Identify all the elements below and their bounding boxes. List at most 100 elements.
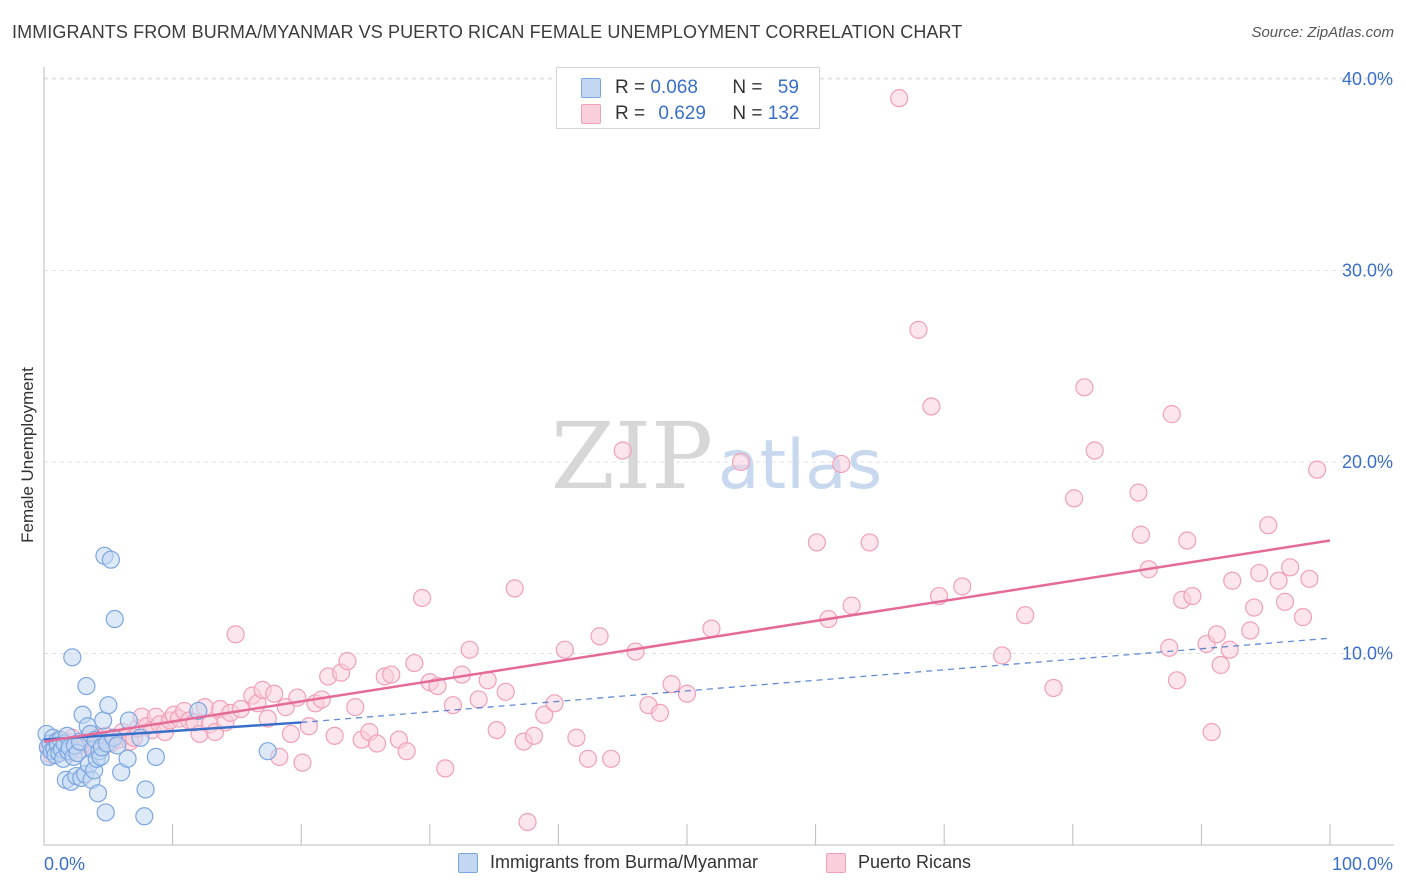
point-burma bbox=[118, 749, 137, 768]
point-puerto-rican bbox=[1075, 378, 1094, 397]
legend-r-value: 0.068 bbox=[650, 77, 698, 98]
point-puerto-rican bbox=[1211, 655, 1230, 675]
point-puerto-rican bbox=[299, 717, 319, 736]
legend-item-burma: Immigrants from Burma/Myanmar bbox=[458, 852, 758, 873]
legend-swatch-puerto-rican bbox=[826, 852, 846, 873]
point-burma bbox=[94, 711, 113, 730]
legend-r-label: R = bbox=[615, 77, 646, 98]
legend-row-burma: R = 0.068 N = 59 bbox=[581, 75, 799, 101]
legend-swatch-puerto-rican bbox=[581, 104, 601, 124]
point-puerto-rican bbox=[832, 454, 851, 474]
point-puerto-rican bbox=[1131, 525, 1151, 544]
legend-swatch-burma bbox=[458, 852, 478, 873]
point-puerto-rican bbox=[346, 698, 365, 717]
point-puerto-rican bbox=[567, 728, 586, 747]
point-puerto-rican bbox=[487, 720, 506, 740]
point-burma bbox=[96, 803, 115, 822]
point-puerto-rican bbox=[602, 749, 621, 768]
legend-r-value: 0.629 bbox=[658, 103, 706, 124]
point-burma bbox=[136, 780, 155, 799]
point-burma bbox=[101, 550, 120, 569]
point-puerto-rican bbox=[1250, 563, 1269, 583]
point-puerto-rican bbox=[1300, 569, 1319, 588]
point-puerto-rican bbox=[909, 320, 928, 339]
point-puerto-rican bbox=[535, 705, 554, 724]
series-burma-myanmar bbox=[37, 546, 277, 826]
point-puerto-rican bbox=[505, 579, 524, 598]
chart-title: IMMIGRANTS FROM BURMA/MYANMAR VS PUERTO … bbox=[12, 22, 963, 42]
tick-labels: 10.0% 20.0% 30.0% 40.0% 0.0% 100.0% bbox=[44, 69, 1393, 874]
point-puerto-rican bbox=[436, 759, 455, 778]
point-puerto-rican bbox=[1178, 531, 1197, 550]
trend-line-puerto-rican bbox=[43, 539, 1331, 743]
watermark-zip: ZIP bbox=[551, 403, 713, 510]
point-puerto-rican bbox=[1269, 571, 1288, 590]
point-puerto-rican bbox=[953, 577, 972, 596]
point-puerto-rican bbox=[1044, 678, 1063, 698]
trend-line-burma bbox=[43, 721, 302, 741]
legend-n-label: N = bbox=[732, 77, 763, 98]
point-puerto-rican bbox=[702, 619, 721, 638]
point-puerto-rican bbox=[1293, 608, 1313, 627]
gridlines bbox=[44, 77, 1394, 654]
legend-n-value: 59 bbox=[777, 77, 799, 98]
point-puerto-rican bbox=[1281, 558, 1300, 577]
point-puerto-rican bbox=[496, 682, 515, 701]
point-puerto-rican bbox=[890, 89, 909, 108]
point-puerto-rican bbox=[613, 441, 632, 460]
point-burma bbox=[63, 648, 82, 667]
point-puerto-rican bbox=[397, 742, 416, 761]
y-tick-label: 20.0% bbox=[1342, 452, 1393, 472]
point-puerto-rican bbox=[1016, 606, 1035, 625]
point-puerto-rican bbox=[922, 397, 941, 416]
y-tick-label: 30.0% bbox=[1342, 261, 1393, 281]
point-puerto-rican bbox=[992, 646, 1012, 665]
point-puerto-rican bbox=[1183, 586, 1202, 606]
y-tick-label: 10.0% bbox=[1342, 644, 1393, 664]
point-puerto-rican bbox=[1207, 625, 1226, 644]
point-puerto-rican bbox=[367, 734, 387, 753]
point-puerto-rican bbox=[1275, 592, 1295, 611]
point-puerto-rican bbox=[226, 625, 245, 644]
point-puerto-rican bbox=[590, 627, 609, 646]
point-puerto-rican bbox=[1220, 640, 1239, 659]
point-puerto-rican bbox=[1245, 598, 1264, 617]
point-burma bbox=[99, 696, 118, 715]
point-puerto-rican bbox=[518, 812, 537, 832]
y-tick-label: 40.0% bbox=[1342, 69, 1393, 89]
legend-swatch-burma bbox=[581, 78, 601, 98]
point-puerto-rican bbox=[258, 709, 277, 728]
point-puerto-rican bbox=[807, 533, 826, 552]
point-puerto-rican bbox=[1202, 722, 1221, 742]
point-puerto-rican bbox=[842, 596, 861, 615]
point-puerto-rican bbox=[1162, 405, 1181, 424]
axes bbox=[43, 67, 1394, 846]
point-puerto-rican bbox=[1223, 571, 1242, 590]
legend-row-puerto-rican: R = 0.629 N = 132 bbox=[581, 101, 799, 127]
trend-line-burma-dashed bbox=[301, 637, 1331, 724]
point-puerto-rican bbox=[265, 684, 284, 703]
point-puerto-rican bbox=[443, 696, 463, 715]
point-burma bbox=[258, 742, 277, 761]
legend-item-puerto-rican: Puerto Ricans bbox=[826, 852, 971, 873]
point-puerto-rican bbox=[860, 533, 879, 552]
legend-n-label: N = bbox=[732, 103, 763, 124]
point-puerto-rican bbox=[1129, 483, 1148, 502]
point-puerto-rican bbox=[1167, 671, 1187, 690]
point-puerto-rican bbox=[1160, 638, 1179, 657]
point-burma bbox=[146, 747, 165, 767]
legend-label-burma: Immigrants from Burma/Myanmar bbox=[490, 852, 759, 872]
point-puerto-rican bbox=[460, 640, 479, 659]
point-puerto-rican bbox=[405, 653, 424, 673]
correlation-legend: R = 0.068 N = 59 R = 0.629 N = 132 bbox=[556, 67, 820, 129]
x-tick-label: 100.0% bbox=[1332, 854, 1393, 874]
point-puerto-rican bbox=[1308, 460, 1327, 479]
point-burma bbox=[88, 784, 108, 803]
point-burma bbox=[135, 807, 154, 826]
point-puerto-rican bbox=[293, 753, 312, 772]
x-tick-label: 0.0% bbox=[44, 854, 85, 874]
point-puerto-rican bbox=[555, 640, 574, 659]
legend-n-value: 132 bbox=[767, 103, 800, 124]
point-burma bbox=[77, 676, 96, 696]
